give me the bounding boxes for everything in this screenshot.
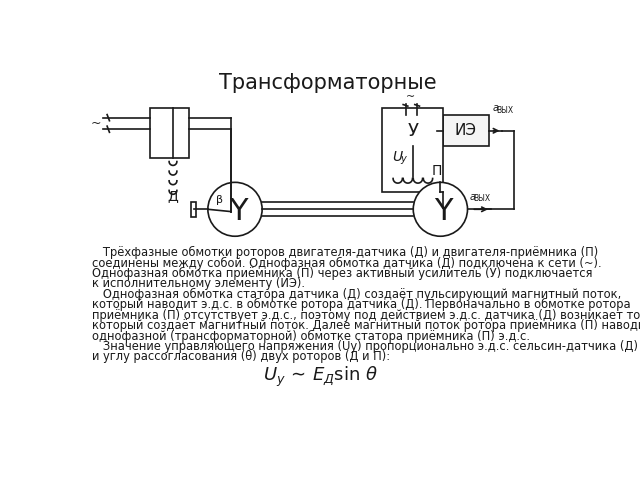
Text: Однофазная обмотка статора датчика (Д) создаёт пульсирующий магнитный поток,: Однофазная обмотка статора датчика (Д) с…	[92, 288, 621, 301]
Text: ~: ~	[90, 117, 101, 130]
Bar	[150, 108, 189, 158]
Text: У: У	[408, 122, 419, 140]
Text: который создаёт магнитный поток. Далее магнитный поток ротора приёмника (П) наво: который создаёт магнитный поток. Далее м…	[92, 319, 640, 332]
Text: а: а	[492, 103, 499, 113]
Text: ВЫХ: ВЫХ	[496, 106, 513, 115]
Text: Трёхфазные обмотки роторов двигателя-датчика (Д) и двигателя-приёмника (П): Трёхфазные обмотки роторов двигателя-дат…	[92, 246, 598, 259]
Text: а: а	[470, 192, 476, 202]
Text: однофазной (трансформаторной) обмотке статора приёмника (П) э.д.с.: однофазной (трансформаторной) обмотке ст…	[92, 329, 530, 343]
Text: Трансформаторные: Трансформаторные	[219, 73, 437, 93]
Text: $U$: $U$	[392, 150, 403, 164]
Text: Д: Д	[168, 189, 179, 203]
Text: ИЭ: ИЭ	[455, 123, 477, 138]
Text: ~: ~	[406, 92, 415, 101]
Text: β: β	[216, 195, 223, 205]
Bar	[443, 115, 489, 146]
Text: который наводит э.д.с. в обмотке ротора датчика (Д). Первоначально в обмотке рот: который наводит э.д.с. в обмотке ротора …	[92, 298, 630, 312]
Text: ВЫХ: ВЫХ	[474, 194, 491, 203]
Text: к исполнительному элементу (ИЭ).: к исполнительному элементу (ИЭ).	[92, 277, 305, 290]
Bar	[390, 115, 436, 146]
Text: $U_y\,\sim\,E_Д\sin\,\theta$: $U_y\,\sim\,E_Д\sin\,\theta$	[262, 365, 378, 389]
Text: П: П	[431, 165, 442, 179]
Text: Значение управляющего напряжения (Uу) пропорционально э.д.с. сельсин-датчика (Д): Значение управляющего напряжения (Uу) пр…	[92, 340, 637, 353]
Bar	[191, 202, 196, 217]
Text: и углу рассогласования (θ) двух роторов (Д и П):: и углу рассогласования (θ) двух роторов …	[92, 350, 390, 363]
Circle shape	[413, 182, 467, 236]
Text: Однофазная обмотка приёмника (П) через активный усилитель (У) подключается: Однофазная обмотка приёмника (П) через а…	[92, 267, 592, 280]
Text: y: y	[400, 154, 406, 164]
Text: Y: Y	[434, 197, 452, 226]
Circle shape	[208, 182, 262, 236]
Text: приёмника (П) отсутствует э.д.с., поэтому под действием э.д.с. датчика (Д) возни: приёмника (П) отсутствует э.д.с., поэтом…	[92, 309, 640, 322]
Text: соединены между собой. Однофазная обмотка датчика (Д) подключена к сети (~).: соединены между собой. Однофазная обмотк…	[92, 257, 601, 270]
Text: Y: Y	[229, 197, 247, 226]
Bar	[382, 108, 443, 192]
